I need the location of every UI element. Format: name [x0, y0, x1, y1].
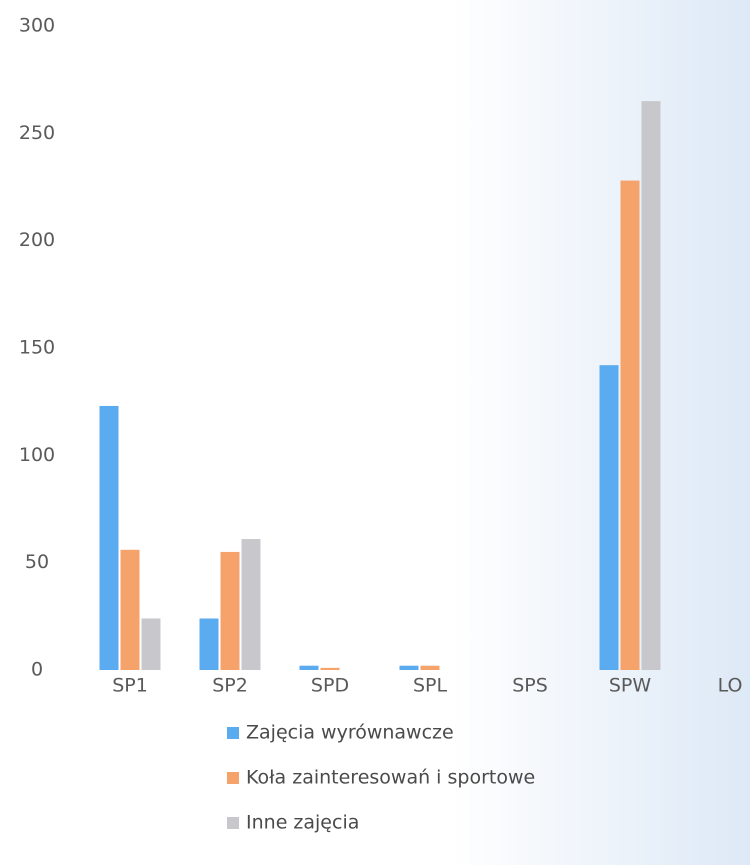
x-tick-label: SPS [512, 675, 548, 697]
legend-label: Koła zainteresowań i sportowe [246, 767, 535, 789]
x-tick-label: SP1 [112, 675, 148, 697]
bar [299, 665, 319, 670]
bar [641, 101, 661, 671]
x-tick-label: SPD [311, 675, 349, 697]
bar [120, 549, 140, 670]
legend-marker [227, 772, 239, 784]
y-tick-label: 300 [19, 15, 55, 37]
x-tick-label: LO [718, 675, 743, 697]
y-tick-label: 0 [31, 659, 43, 681]
x-tick-label: SPL [413, 675, 448, 697]
bar [141, 618, 161, 670]
y-tick-label: 50 [25, 551, 49, 573]
legend-marker [227, 817, 239, 829]
bar [99, 405, 119, 670]
bar [220, 551, 240, 670]
bar [399, 665, 419, 670]
bar [320, 667, 340, 670]
y-tick-label: 100 [19, 444, 55, 466]
y-tick-label: 150 [19, 337, 55, 359]
bar [620, 180, 640, 670]
legend-label: Inne zajęcia [246, 812, 359, 834]
legend-marker [227, 727, 239, 739]
y-tick-label: 250 [19, 122, 55, 144]
x-tick-label: SP2 [212, 675, 248, 697]
y-tick-label: 200 [19, 229, 55, 251]
legend-label: Zajęcia wyrównawcze [246, 722, 454, 744]
bar [420, 665, 440, 670]
bar [599, 365, 619, 670]
x-tick-label: SPW [609, 675, 652, 697]
bar [241, 539, 261, 670]
bar [199, 618, 219, 670]
